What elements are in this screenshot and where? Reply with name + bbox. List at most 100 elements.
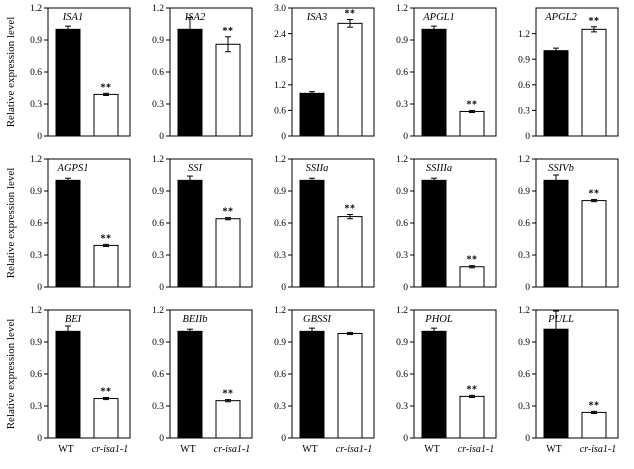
y-tick-label-gbssi: 0.6 <box>274 370 286 380</box>
significance-apgl1: ** <box>467 99 478 110</box>
y-tick-label-isa1: 0 <box>37 132 42 142</box>
bar-wt-ssi <box>177 179 203 288</box>
y-tick-label-isa3: 3.0 <box>274 4 286 14</box>
gene-label-isa2: ISA2 <box>184 12 206 23</box>
y-tick-label-pull: 0.6 <box>518 370 530 380</box>
y-tick-label-ssivb: 0.3 <box>518 251 530 261</box>
y-tick-label-ssivb: 0 <box>525 283 530 293</box>
gene-label-apgl1: APGL1 <box>422 12 455 23</box>
y-tick-label-gbssi: 0 <box>281 434 286 444</box>
bar-mutant-beiib <box>215 400 241 439</box>
bar-mutant-isa3 <box>337 22 363 137</box>
bar-mutant-ssiiia <box>459 266 485 288</box>
significance-pull: ** <box>589 400 600 411</box>
bar-mutant-apgl2 <box>581 28 607 137</box>
y-tick-label-ssi: 0.6 <box>152 219 164 229</box>
y-tick-label-isa3: 0.6 <box>274 107 286 117</box>
y-tick-label-phol: 0 <box>403 434 408 444</box>
y-tick-label-ssi: 0 <box>159 283 164 293</box>
x-label-wt: WT <box>424 444 440 455</box>
gene-label-ssi: SSI <box>188 163 203 174</box>
bar-wt-isa2 <box>177 28 203 137</box>
bar-mutant-ssiia <box>337 216 363 288</box>
y-tick-label-agps1: 0.6 <box>30 219 42 229</box>
y-tick-label-ssivb: 0.6 <box>518 219 530 229</box>
x-label-mutant: cr-isa1-1 <box>336 444 372 455</box>
y-tick-label-ssiiia: 1.2 <box>396 155 408 165</box>
y-tick-label-ssiia: 1.2 <box>274 155 286 165</box>
y-tick-label-agps1: 0.3 <box>30 251 42 261</box>
significance-ssi: ** <box>223 207 234 218</box>
gene-label-ssivb: SSIVb <box>548 163 574 174</box>
significance-phol: ** <box>467 384 478 395</box>
y-tick-label-phol: 0.6 <box>396 370 408 380</box>
bar-wt-phol <box>421 330 447 439</box>
y-tick-label-apgl2: 1.2 <box>518 30 530 40</box>
y-tick-label-pull: 0.3 <box>518 402 530 412</box>
y-tick-label-ssi: 0.9 <box>152 187 164 197</box>
bar-wt-bei <box>55 330 81 439</box>
gene-label-phol: PHOL <box>424 314 453 325</box>
y-tick-label-apgl2: 0 <box>525 132 530 142</box>
significance-isa3: ** <box>345 9 356 20</box>
gene-label-apgl2: APGL2 <box>544 12 577 23</box>
significance-agps1: ** <box>101 233 112 244</box>
y-tick-label-agps1: 1.2 <box>30 155 42 165</box>
y-axis-title: Relative expression level <box>5 17 17 128</box>
bar-mutant-pull <box>581 411 607 439</box>
significance-beiib: ** <box>223 389 234 400</box>
y-axis-title: Relative expression level <box>5 168 17 279</box>
gene-label-ssiia: SSIIa <box>306 163 329 174</box>
gene-label-ssiiia: SSIIIa <box>426 163 452 174</box>
y-tick-label-ssiiia: 0.3 <box>396 251 408 261</box>
y-tick-label-apgl1: 0.9 <box>396 36 408 46</box>
y-tick-label-ssiia: 0.6 <box>274 219 286 229</box>
gene-label-isa3: ISA3 <box>306 12 327 23</box>
y-tick-label-apgl1: 1.2 <box>396 4 408 14</box>
y-tick-label-isa3: 1.2 <box>274 81 286 91</box>
y-tick-label-ssiia: 0 <box>281 283 286 293</box>
significance-ssiiia: ** <box>467 255 478 266</box>
y-tick-label-isa1: 0.9 <box>30 36 42 46</box>
bar-wt-isa1 <box>55 28 81 137</box>
y-tick-label-apgl2: 0.3 <box>518 107 530 117</box>
significance-isa1: ** <box>101 82 112 93</box>
bar-wt-ssiia <box>299 179 325 288</box>
panel-frame-isa3 <box>291 7 375 137</box>
gene-label-gbssi: GBSSI <box>303 314 331 325</box>
y-tick-label-pull: 0 <box>525 434 530 444</box>
y-tick-label-isa2: 0.6 <box>152 68 164 78</box>
y-tick-label-ssiiia: 0 <box>403 283 408 293</box>
y-tick-label-phol: 1.2 <box>396 306 408 316</box>
y-tick-label-ssiia: 0.9 <box>274 187 286 197</box>
y-tick-label-bei: 0.6 <box>30 370 42 380</box>
bar-wt-beiib <box>177 330 203 439</box>
y-tick-label-beiib: 0 <box>159 434 164 444</box>
y-tick-label-gbssi: 0.3 <box>274 402 286 412</box>
x-label-wt: WT <box>58 444 74 455</box>
bar-mutant-gbssi <box>337 332 363 439</box>
y-tick-label-isa2: 0.3 <box>152 100 164 110</box>
y-tick-label-isa1: 0.3 <box>30 100 42 110</box>
bar-mutant-ssivb <box>581 200 607 288</box>
y-tick-label-bei: 1.2 <box>30 306 42 316</box>
y-tick-label-ssiiia: 0.6 <box>396 219 408 229</box>
bar-wt-ssivb <box>543 179 569 288</box>
y-tick-label-bei: 0 <box>37 434 42 444</box>
gene-label-pull: PULL <box>547 314 574 325</box>
y-tick-label-isa2: 0.9 <box>152 36 164 46</box>
bar-mutant-phol <box>459 395 485 439</box>
gene-label-beiib: BEIIb <box>182 314 207 325</box>
y-tick-label-bei: 0.3 <box>30 402 42 412</box>
y-tick-label-isa3: 0 <box>281 132 286 142</box>
y-tick-label-isa3: 2.4 <box>274 30 286 40</box>
significance-ssiia: ** <box>345 203 356 214</box>
y-tick-label-isa2: 0 <box>159 132 164 142</box>
y-tick-label-agps1: 0 <box>37 283 42 293</box>
significance-ssivb: ** <box>589 189 600 200</box>
y-tick-label-gbssi: 1.2 <box>274 306 286 316</box>
y-tick-label-pull: 1.2 <box>518 306 530 316</box>
x-label-mutant: cr-isa1-1 <box>458 444 494 455</box>
y-tick-label-ssi: 1.2 <box>152 155 164 165</box>
